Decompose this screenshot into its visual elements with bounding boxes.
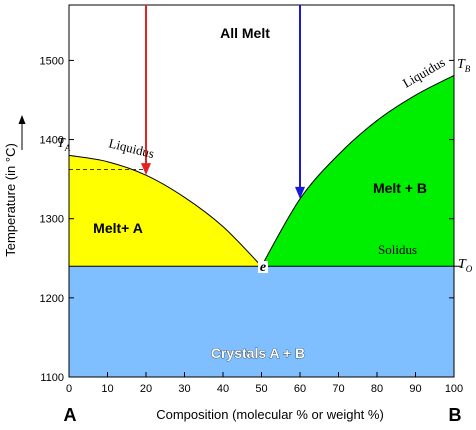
y-tick-label: 1200 <box>40 293 64 305</box>
eutectic-label: e <box>260 260 266 275</box>
end-member-a-label: A <box>64 405 77 425</box>
x-axis-title: Composition (molecular % or weight %) <box>156 407 384 422</box>
te-subscript: O <box>466 264 473 274</box>
x-tick-label: 90 <box>409 383 421 395</box>
y-tick-label: 1100 <box>40 372 64 384</box>
x-tick-label: 60 <box>294 383 306 395</box>
liquidus-left-label: Liquidus <box>107 135 155 161</box>
melt-plus-b-region <box>261 75 454 267</box>
tb-marker: TB <box>457 57 471 74</box>
crystals-region <box>69 266 454 377</box>
y-tick-label: 1300 <box>40 214 64 226</box>
x-axis-ticks: 0 10 20 30 40 50 60 70 80 90 100 <box>66 372 463 395</box>
ta-subscript: A <box>64 143 71 153</box>
melt-a-label: Melt+ A <box>93 220 143 236</box>
eutectic-label-bg <box>258 261 268 273</box>
tb-letter: T <box>457 57 466 72</box>
y-tick-label: 1400 <box>40 135 64 147</box>
end-member-b-label: B <box>449 405 462 425</box>
liquidus-curve-a <box>68 154 262 267</box>
x-tick-label: 10 <box>101 383 113 395</box>
all-melt-label: All Melt <box>220 25 270 41</box>
y-tick-label: 1500 <box>40 55 64 67</box>
x-tick-label: 0 <box>66 383 72 395</box>
x-tick-label: 70 <box>332 383 344 395</box>
x-tick-label: 80 <box>371 383 383 395</box>
te-marker: TO <box>458 257 473 274</box>
x-tick-label: 100 <box>445 383 463 395</box>
crystals-label: Crystals A + B <box>211 345 305 361</box>
cooling-arrow-head-1 <box>141 163 151 176</box>
y-axis-ticks: 1100 1200 1300 1400 1500 <box>40 55 454 384</box>
x-tick-label: 40 <box>217 383 229 395</box>
te-letter: T <box>458 257 467 272</box>
x-tick-label: 30 <box>178 383 190 395</box>
solidus-label: Solidus <box>378 242 417 257</box>
y-axis-arrow-head <box>18 115 26 124</box>
liquidus-curve-b <box>261 74 455 267</box>
cooling-arrows <box>141 5 305 199</box>
ta-letter: T <box>57 136 66 151</box>
melt-b-label: Melt + B <box>373 180 427 196</box>
y-axis-title: Temperature (in °C) <box>3 143 18 257</box>
melt-plus-a-region <box>69 155 262 267</box>
x-tick-label: 50 <box>255 383 267 395</box>
x-tick-label: 20 <box>140 383 152 395</box>
cooling-arrow-head-2 <box>295 186 305 199</box>
tb-subscript: B <box>465 64 471 74</box>
ta-marker: TA <box>57 136 71 153</box>
